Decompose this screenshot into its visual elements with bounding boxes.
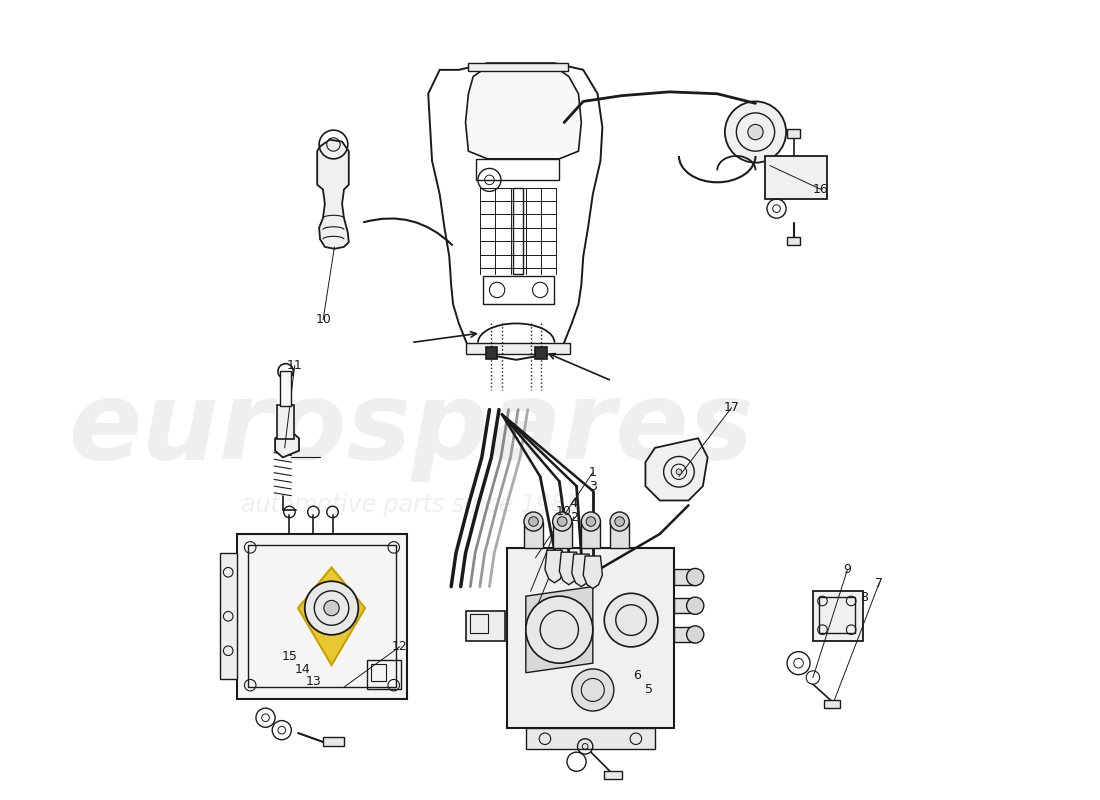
Text: 1: 1 xyxy=(588,466,596,479)
Text: 15: 15 xyxy=(282,650,297,663)
Circle shape xyxy=(323,600,339,616)
Circle shape xyxy=(748,124,763,140)
Bar xyxy=(604,771,622,779)
Circle shape xyxy=(686,626,704,643)
Bar xyxy=(249,546,396,687)
Polygon shape xyxy=(572,554,591,586)
Bar xyxy=(674,627,695,642)
Text: automotive parts since 1985: automotive parts since 1985 xyxy=(241,494,581,518)
Polygon shape xyxy=(646,438,707,501)
Text: 10: 10 xyxy=(316,313,331,326)
Circle shape xyxy=(615,517,625,526)
Bar xyxy=(824,701,839,708)
Text: 13: 13 xyxy=(306,675,321,688)
Text: eurospares: eurospares xyxy=(68,376,754,482)
Circle shape xyxy=(526,596,593,663)
Polygon shape xyxy=(583,556,603,589)
Bar xyxy=(279,371,292,406)
Circle shape xyxy=(529,517,538,526)
Polygon shape xyxy=(465,70,581,159)
Circle shape xyxy=(572,669,614,711)
Bar xyxy=(277,405,294,439)
Polygon shape xyxy=(298,567,365,665)
Text: 2: 2 xyxy=(570,510,578,524)
Bar xyxy=(514,187,522,274)
Text: 3: 3 xyxy=(588,480,596,493)
Bar xyxy=(323,737,344,746)
Circle shape xyxy=(610,512,629,531)
Text: 14: 14 xyxy=(294,663,310,676)
Circle shape xyxy=(305,582,359,635)
Circle shape xyxy=(558,517,566,526)
Bar xyxy=(818,597,855,634)
Text: 17: 17 xyxy=(724,401,739,414)
Bar xyxy=(524,522,543,548)
Circle shape xyxy=(581,512,601,531)
Bar xyxy=(507,548,674,728)
Bar xyxy=(610,522,629,548)
Text: 11: 11 xyxy=(287,359,303,372)
Bar xyxy=(581,522,601,548)
Bar xyxy=(813,591,862,641)
Text: 12: 12 xyxy=(392,640,408,653)
Bar xyxy=(367,660,402,689)
Text: 8: 8 xyxy=(860,591,868,604)
Polygon shape xyxy=(559,552,579,585)
Bar xyxy=(552,522,572,548)
Circle shape xyxy=(676,469,682,474)
Circle shape xyxy=(686,569,704,586)
Bar xyxy=(471,614,487,634)
Bar xyxy=(788,238,801,245)
Bar xyxy=(526,728,654,750)
Circle shape xyxy=(686,597,704,614)
Bar xyxy=(674,598,695,614)
Polygon shape xyxy=(317,140,349,249)
Text: 16: 16 xyxy=(813,183,829,196)
Bar xyxy=(536,347,547,359)
Bar xyxy=(466,610,505,641)
Text: 10: 10 xyxy=(556,505,571,518)
Polygon shape xyxy=(526,586,593,673)
Bar xyxy=(466,342,570,354)
Bar xyxy=(236,534,407,698)
Text: 5: 5 xyxy=(646,683,653,696)
Text: 7: 7 xyxy=(874,578,883,590)
Polygon shape xyxy=(544,550,564,582)
Polygon shape xyxy=(275,431,299,458)
Circle shape xyxy=(552,512,572,531)
Bar xyxy=(766,156,827,199)
Text: 6: 6 xyxy=(632,669,641,682)
Text: 9: 9 xyxy=(844,563,851,577)
Bar xyxy=(483,275,553,304)
Circle shape xyxy=(725,102,786,162)
Bar xyxy=(674,570,695,585)
Bar xyxy=(788,129,801,138)
Bar xyxy=(469,63,568,71)
Bar xyxy=(485,347,497,359)
Circle shape xyxy=(586,517,596,526)
Circle shape xyxy=(604,594,658,647)
Bar xyxy=(220,553,236,679)
Bar xyxy=(371,664,386,682)
Circle shape xyxy=(524,512,543,531)
Text: 4: 4 xyxy=(570,497,578,510)
